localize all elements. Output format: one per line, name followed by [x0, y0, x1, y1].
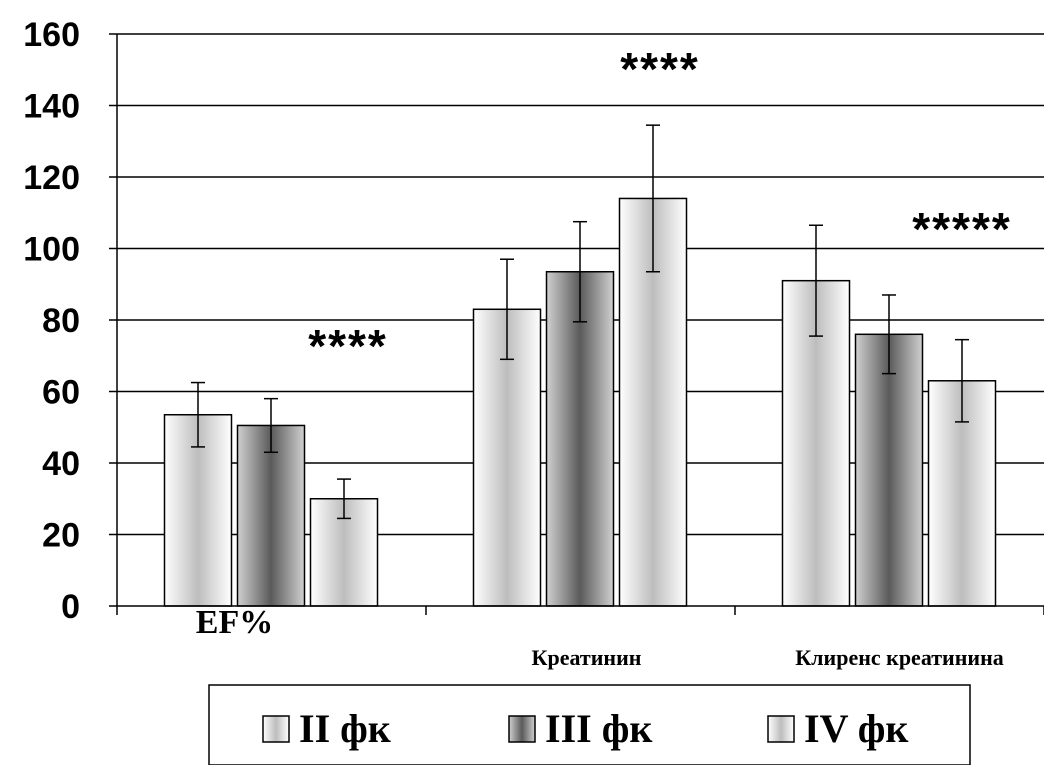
legend-label: II фк: [299, 706, 391, 751]
legend-label: III фк: [545, 706, 652, 751]
significance-mark: *****: [912, 203, 1012, 255]
y-tick-label: 0: [61, 588, 80, 626]
y-tick-label: 160: [23, 16, 80, 54]
y-tick-label: 140: [23, 88, 80, 126]
y-tick-label: 40: [42, 445, 80, 483]
bar: [545, 270, 615, 607]
legend-swatch: [767, 715, 795, 743]
y-tick-label: 100: [23, 231, 80, 269]
y-tick-label: 120: [23, 159, 80, 197]
legend: II фк III фк IV фк: [208, 684, 971, 765]
x-category-label: EF%: [196, 604, 273, 641]
bar: [854, 333, 924, 607]
y-tick-label: 80: [42, 302, 80, 340]
legend-swatch: [508, 715, 536, 743]
significance-marks: *************: [308, 43, 1012, 372]
y-tick-label: 60: [42, 374, 80, 412]
legend-box: [208, 684, 971, 765]
x-axis: EF% Креатинин Клиренс креатинина: [116, 604, 1044, 670]
bars: [163, 124, 997, 607]
x-category-label: Клиренс креатинина: [795, 645, 1004, 670]
significance-mark: ****: [308, 320, 388, 372]
y-axis: 0 20 40 60 80 100 120 140 160: [23, 16, 118, 626]
bar: [236, 424, 306, 607]
legend-swatch: [262, 715, 290, 743]
x-category-label: Креатинин: [532, 645, 642, 670]
significance-mark: ****: [620, 43, 700, 95]
legend-label: IV фк: [804, 706, 908, 751]
y-tick-label: 20: [42, 517, 80, 555]
